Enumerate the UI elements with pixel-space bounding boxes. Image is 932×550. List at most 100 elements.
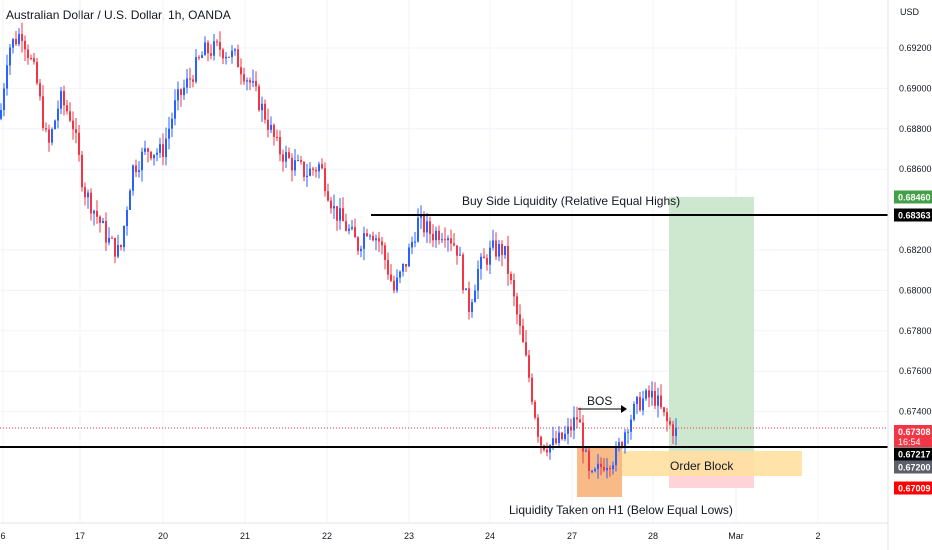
candle-body xyxy=(90,192,92,214)
candle-body xyxy=(423,214,425,233)
candle-body xyxy=(390,274,392,281)
candle-body xyxy=(120,245,122,248)
candle-body xyxy=(633,404,635,420)
candle-body xyxy=(297,160,299,162)
candle-body xyxy=(57,108,59,121)
candle-body xyxy=(474,290,476,303)
candle-body xyxy=(621,442,623,447)
candle-body xyxy=(618,442,620,448)
candle-body xyxy=(375,238,377,241)
price-label-text: 0.67009 xyxy=(898,484,931,494)
candle-body xyxy=(252,81,254,83)
candle-body xyxy=(411,241,413,248)
candle-body xyxy=(24,40,26,50)
candle-body xyxy=(330,200,332,209)
candle-body xyxy=(525,342,527,356)
candle-body xyxy=(675,427,677,437)
price-tick-label: 0.68000 xyxy=(899,285,932,295)
candle-body xyxy=(51,129,53,143)
candle-body xyxy=(366,233,368,237)
candle-body xyxy=(36,61,38,84)
candle-body xyxy=(558,432,560,444)
candle-body xyxy=(504,245,506,256)
bos-label: BOS xyxy=(587,394,612,408)
candle-body xyxy=(135,165,137,173)
candle-body xyxy=(180,89,182,96)
candle-body xyxy=(171,118,173,129)
price-label-text: 0.68363 xyxy=(898,211,931,221)
price-tick-label: 0.69000 xyxy=(899,83,932,93)
candle-body xyxy=(666,412,668,422)
candle-body xyxy=(393,280,395,291)
candle-body xyxy=(636,397,638,405)
candle-body xyxy=(231,50,233,58)
price-tick-label: 0.68600 xyxy=(899,164,932,174)
candle-body xyxy=(228,56,230,58)
candle-body xyxy=(27,49,29,59)
candle-body xyxy=(249,80,251,83)
candle-body xyxy=(450,238,452,244)
candle-body xyxy=(348,228,350,231)
candle-body xyxy=(9,47,11,66)
candle-body xyxy=(642,398,644,411)
candle-body xyxy=(384,245,386,260)
candle-body xyxy=(99,216,101,224)
candle-body xyxy=(420,214,422,218)
candle-body xyxy=(225,56,227,59)
bos-arrow-head xyxy=(621,405,627,413)
candle-body xyxy=(576,417,578,420)
candle-body xyxy=(306,175,308,177)
price-label-text: 0.68460 xyxy=(898,193,931,203)
candle-body xyxy=(630,419,632,432)
candle-body xyxy=(483,256,485,259)
candle-body xyxy=(309,168,311,176)
candle-body xyxy=(321,164,323,169)
candle-body xyxy=(159,144,161,153)
candle-body xyxy=(3,88,5,111)
candle-body xyxy=(273,124,275,137)
candle-body xyxy=(627,431,629,433)
candle-body xyxy=(363,233,365,249)
time-tick-label: 24 xyxy=(485,531,495,541)
price-label-badge xyxy=(894,460,932,474)
candle-body xyxy=(660,395,662,408)
candle-body xyxy=(219,42,221,50)
candle-body xyxy=(417,217,419,242)
candle-body xyxy=(144,148,146,152)
candle-body xyxy=(435,230,437,241)
candle-body xyxy=(333,206,335,209)
order-block-zone xyxy=(619,451,802,476)
candle-body xyxy=(438,230,440,241)
candle-body xyxy=(480,256,482,269)
candle-body xyxy=(582,422,584,452)
candle-body xyxy=(108,237,110,243)
candle-body xyxy=(315,169,317,172)
candle-body xyxy=(387,259,389,275)
candle-body xyxy=(129,190,131,210)
time-tick-label: 28 xyxy=(648,531,658,541)
candle-body xyxy=(546,449,548,453)
candle-body xyxy=(153,154,155,159)
candle-body xyxy=(354,227,356,238)
candle-body xyxy=(573,417,575,431)
candle-body xyxy=(258,86,260,111)
candle-body xyxy=(66,105,68,112)
candle-body xyxy=(168,128,170,139)
candle-body xyxy=(381,241,383,246)
candle-body xyxy=(246,80,248,82)
candle-body xyxy=(564,433,566,440)
candle-body xyxy=(510,273,512,281)
candle-body xyxy=(639,397,641,411)
candle-body xyxy=(612,465,614,470)
candle-body xyxy=(12,39,14,48)
candle-body xyxy=(378,238,380,242)
candle-body xyxy=(651,390,653,398)
candle-body xyxy=(456,245,458,256)
candles xyxy=(0,22,677,480)
price-label-countdown: 16:54 xyxy=(898,437,921,447)
candle-body xyxy=(243,74,245,82)
candle-body xyxy=(123,225,125,248)
